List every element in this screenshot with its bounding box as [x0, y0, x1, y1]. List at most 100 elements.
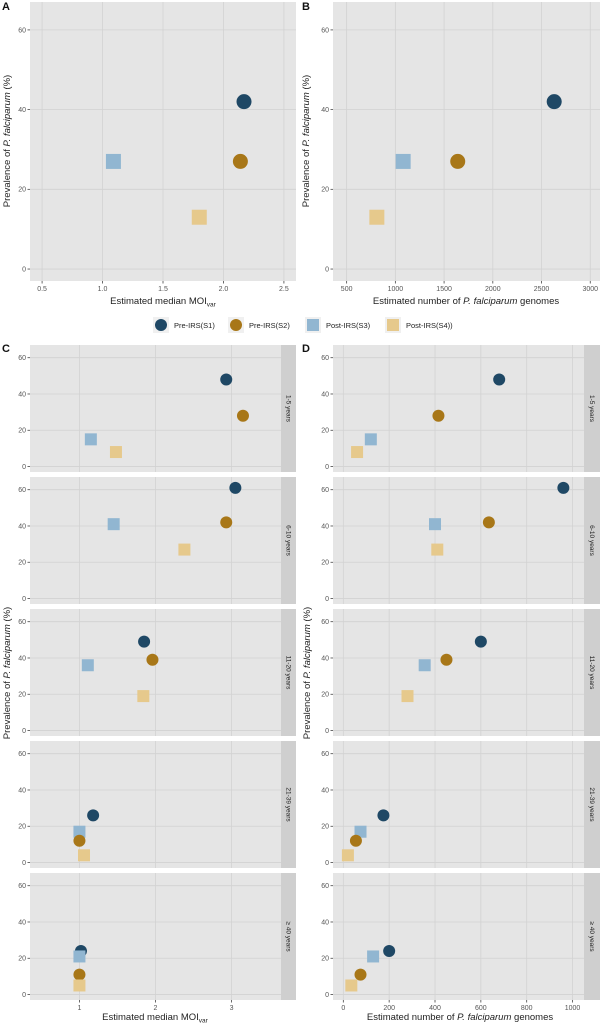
legend-item-S2: Pre-IRS(S2)	[228, 317, 290, 333]
facet-strip	[281, 609, 296, 736]
y-tick-label: 40	[18, 655, 26, 662]
point-S1	[383, 945, 396, 958]
point-S1	[220, 373, 233, 386]
x-axis-label-c: Estimated median MOIvar	[102, 1012, 208, 1024]
y-tick-label: 20	[18, 824, 26, 831]
y-tick-label: 60	[18, 883, 26, 890]
point-S4	[401, 690, 414, 703]
y-tick-label: 40	[321, 391, 329, 398]
y-tick-label: 60	[321, 355, 329, 362]
point-S1	[155, 319, 167, 331]
y-tick-label: 60	[18, 487, 26, 494]
panel-label-c: C	[2, 343, 10, 355]
legend-label: Post-IRS(S3)	[326, 321, 371, 330]
point-S2	[236, 409, 249, 422]
x-tick-label: 1	[77, 1005, 81, 1012]
point-S4	[431, 543, 444, 556]
x-tick-label: 1.0	[98, 286, 108, 293]
point-S3	[364, 433, 377, 446]
y-tick-label: 60	[18, 27, 26, 34]
point-S4	[73, 979, 86, 992]
facet-strip	[584, 741, 600, 868]
y-tick-label: 40	[321, 919, 329, 926]
point-S2	[230, 319, 242, 331]
facet-strip	[281, 741, 296, 868]
panel-d-facet-4: 0 20 40 60	[321, 741, 584, 868]
x-tick-label: 400	[429, 1005, 441, 1012]
point-S1	[474, 635, 487, 648]
y-axis-label-c: Prevalence of P. falciparum (%)	[2, 607, 13, 739]
y-tick-label: 20	[18, 560, 26, 567]
y-tick-label: 60	[321, 751, 329, 758]
facet-strip	[281, 873, 296, 1000]
facet-strip-label: 21-39 years	[284, 787, 291, 822]
x-tick-label: 1.5	[158, 286, 168, 293]
y-tick-label: 40	[321, 655, 329, 662]
y-axis-label-a: Prevalence of P. falciparum (%)	[2, 75, 13, 207]
point-S4	[137, 690, 150, 703]
plot-background	[333, 873, 584, 1000]
y-tick-label: 20	[18, 956, 26, 963]
point-S3	[73, 825, 86, 838]
facet-strip	[281, 345, 296, 472]
point-S3	[367, 950, 380, 963]
point-S3	[81, 659, 94, 672]
facet-strip	[281, 477, 296, 604]
y-tick-label: 60	[321, 487, 329, 494]
legend-item-S4: Post-IRS(S4))	[385, 317, 453, 333]
point-S2	[232, 153, 248, 169]
x-tick-label: 800	[521, 1005, 533, 1012]
point-S2	[354, 968, 367, 981]
x-tick-label: 2.0	[219, 286, 229, 293]
legend: Pre-IRS(S1) Pre-IRS(S2) Post-IRS(S3) Post-I…	[153, 317, 453, 333]
panel-c-facet-4: 0 20 40 60	[18, 741, 281, 868]
y-tick-label: 40	[18, 391, 26, 398]
facet-strip	[584, 345, 600, 472]
y-tick-label: 20	[321, 428, 329, 435]
facet-strip-label: 6-10 years	[284, 525, 291, 556]
point-S2	[482, 516, 495, 529]
x-axis-label-b: Estimated number of P. falciparum genome…	[373, 296, 559, 307]
facet-strip-label: ≥ 40 years	[588, 921, 595, 952]
y-tick-label: 0	[22, 464, 26, 471]
y-tick-label: 60	[321, 27, 329, 34]
y-tick-label: 40	[18, 919, 26, 926]
x-tick-label: 2000	[485, 286, 501, 293]
plot-background	[333, 2, 600, 281]
x-axis-label-d: Estimated number of P. falciparum genome…	[367, 1012, 553, 1023]
legend-item-S3: Post-IRS(S3)	[305, 317, 371, 333]
facet-strip-label: ≥ 40 years	[284, 921, 291, 952]
x-tick-label: 500	[341, 286, 353, 293]
point-S3	[429, 518, 442, 531]
y-tick-label: 0	[325, 860, 329, 867]
facet-strip	[584, 873, 600, 1000]
y-tick-label: 40	[321, 523, 329, 530]
y-tick-label: 20	[18, 692, 26, 699]
y-tick-label: 20	[18, 428, 26, 435]
y-tick-label: 0	[325, 464, 329, 471]
panel-c-facet-3: 0 20 40 60	[18, 609, 281, 736]
x-tick-label: 600	[475, 1005, 487, 1012]
y-tick-label: 60	[18, 619, 26, 626]
y-tick-label: 20	[321, 560, 329, 567]
panel-a: 0 20 40 60 0.5 1.0 1.5 2.0 2.5	[18, 2, 296, 293]
y-tick-label: 0	[22, 992, 26, 999]
point-S1	[229, 481, 242, 494]
x-tick-label: 3000	[582, 286, 598, 293]
panel-label-b: B	[302, 1, 310, 13]
point-S2	[220, 516, 233, 529]
x-tick-label: 0	[341, 1005, 345, 1012]
y-tick-label: 0	[325, 596, 329, 603]
x-tick-label: 2	[154, 1005, 158, 1012]
legend-label: Pre-IRS(S2)	[249, 321, 290, 330]
point-S1	[236, 94, 252, 110]
facet-strip-label: 21-39 years	[588, 787, 595, 822]
y-tick-label: 0	[22, 728, 26, 735]
plot-background	[333, 609, 584, 736]
y-axis-label-b: Prevalence of P. falciparum (%)	[301, 75, 312, 207]
y-tick-label: 40	[18, 787, 26, 794]
point-S2	[73, 834, 86, 847]
panel-b: 0 20 40 60 500 1000 1500 2000 2500 3000	[321, 2, 600, 293]
point-S1	[557, 481, 570, 494]
point-S3	[73, 950, 86, 963]
